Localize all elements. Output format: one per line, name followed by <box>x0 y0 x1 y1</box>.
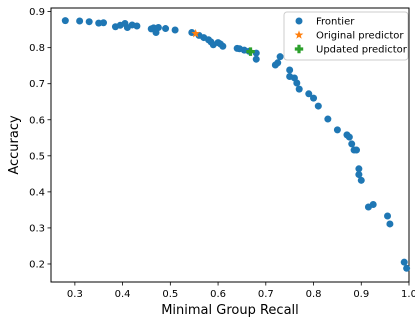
frontier-point <box>293 79 301 87</box>
frontier-point <box>276 53 284 61</box>
x-tick-label: 1.0 <box>401 289 415 300</box>
y-axis-label: Accuracy <box>7 115 22 175</box>
frontier-point <box>355 165 363 173</box>
x-tick-label: 0.3 <box>67 289 83 300</box>
frontier-point <box>76 17 84 25</box>
legend-updated-predictor-label: Updated predictor <box>316 45 408 56</box>
x-tick-label: 0.4 <box>115 289 131 300</box>
x-tick-label: 0.6 <box>210 289 226 300</box>
frontier-point <box>355 171 363 179</box>
frontier-point <box>171 26 179 34</box>
legend-updated-predictor-marker <box>294 44 304 54</box>
x-tick-label: 0.7 <box>258 289 274 300</box>
updated-predictor-point <box>246 47 255 56</box>
frontier-point <box>100 19 108 27</box>
legend-frontier-label: Frontier <box>316 17 355 28</box>
y-tick-label: 0.9 <box>29 7 45 18</box>
x-tick-label: 0.9 <box>353 289 369 300</box>
frontier-point <box>369 200 377 208</box>
frontier-point <box>403 264 411 272</box>
frontier-point <box>324 115 332 123</box>
legend-frontier-marker <box>295 17 303 25</box>
frontier-point <box>274 59 282 67</box>
y-axis-ticks: 0.2 0.3 0.4 0.5 0.6 0.7 0.8 0.9 <box>29 7 51 270</box>
frontier-point <box>348 140 356 148</box>
frontier-point <box>61 17 69 25</box>
frontier-point <box>252 55 260 63</box>
frontier-point <box>400 258 408 266</box>
y-tick-label: 0.7 <box>29 79 45 90</box>
y-tick-label: 0.3 <box>29 223 45 234</box>
y-tick-label: 0.2 <box>29 259 45 270</box>
frontier-point <box>384 212 392 220</box>
y-tick-label: 0.6 <box>29 115 45 126</box>
x-tick-label: 0.8 <box>306 289 322 300</box>
frontier-point <box>295 85 303 93</box>
y-tick-label: 0.4 <box>29 187 45 198</box>
frontier-point <box>305 90 313 98</box>
legend-original-predictor-label: Original predictor <box>316 31 404 42</box>
x-axis-label: Minimal Group Recall <box>161 303 299 318</box>
frontier-point <box>386 220 394 228</box>
data-marks <box>61 17 411 272</box>
frontier-point <box>333 126 341 134</box>
original-predictor-point <box>191 29 201 38</box>
frontier-point <box>286 66 294 74</box>
legend-original-predictor-marker <box>294 30 304 39</box>
frontier-point <box>357 176 365 184</box>
legend: Frontier Original predictor Updated predic… <box>283 11 409 61</box>
y-tick-label: 0.8 <box>29 43 45 54</box>
frontier-point <box>310 94 318 102</box>
frontier-point <box>345 133 353 141</box>
x-axis-ticks: 0.3 0.4 0.5 0.6 0.7 0.8 0.9 1.0 <box>67 282 415 300</box>
frontier-point <box>352 146 360 154</box>
frontier-point <box>314 102 322 110</box>
frontier-point <box>133 22 141 30</box>
x-tick-label: 0.5 <box>162 289 178 300</box>
frontier-point <box>154 23 162 31</box>
y-tick-label: 0.5 <box>29 151 45 162</box>
frontier-point <box>219 42 227 50</box>
frontier-point <box>162 25 170 33</box>
frontier-point <box>85 18 93 26</box>
legend-frame <box>283 11 409 61</box>
